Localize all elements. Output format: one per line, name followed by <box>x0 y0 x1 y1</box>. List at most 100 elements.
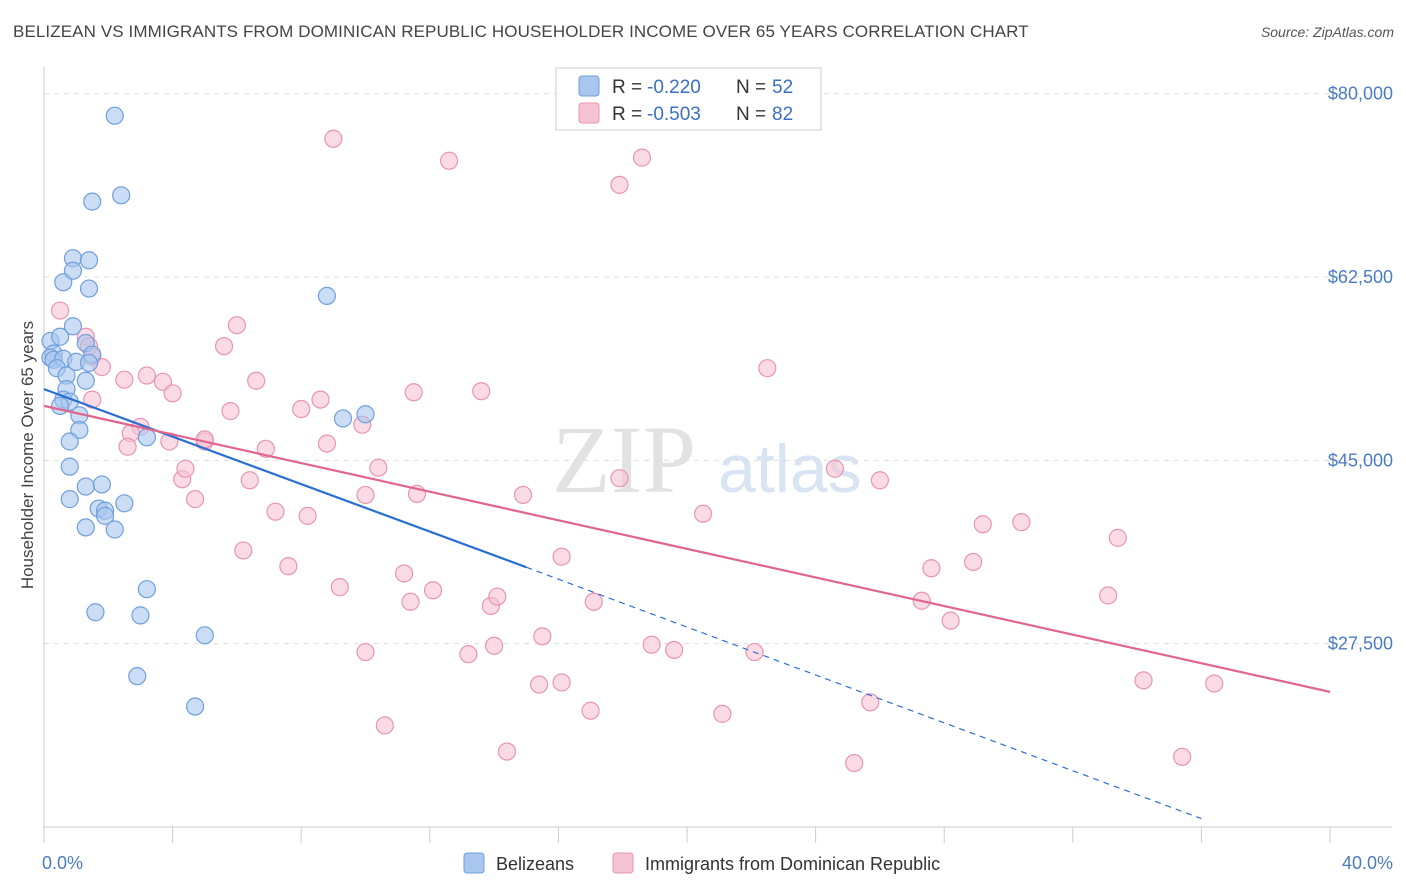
belizean-point <box>60 490 79 509</box>
belizean-point <box>76 477 95 496</box>
belizean-point <box>50 327 70 346</box>
dominican-point <box>247 371 266 390</box>
dominican-point <box>118 437 137 456</box>
dominican-point <box>693 504 713 523</box>
belizean-point <box>195 626 214 645</box>
dominican-point <box>581 701 600 720</box>
dominican-point <box>1108 528 1127 547</box>
belizean-point <box>60 457 79 476</box>
dominican-point <box>1099 586 1118 605</box>
dominican-point <box>404 383 423 402</box>
correlation-legend: R = -0.220 N = 52 R = -0.503 N = 82 <box>555 67 822 131</box>
dominican-point <box>941 611 960 630</box>
dominican-point <box>530 675 549 694</box>
dominican-point <box>713 704 732 723</box>
dominican-point <box>973 515 992 534</box>
legend-r-value-belizeans: -0.220 <box>647 77 701 98</box>
dominican-point <box>922 559 941 578</box>
belizean-point <box>115 494 134 513</box>
dominican-point <box>266 502 285 521</box>
x-tick-label-min: 0.0% <box>42 853 83 873</box>
dominican-point <box>221 402 240 421</box>
dominican-point <box>298 506 317 525</box>
bottom-legend-swatch-dominican <box>612 852 634 874</box>
y-tick-label: $45,000 <box>1328 450 1393 470</box>
dominican-point <box>610 469 629 488</box>
belizean-point <box>79 353 99 373</box>
dominican-point <box>369 458 388 477</box>
dominican-point <box>552 547 571 566</box>
dominican-point <box>472 382 491 401</box>
series-legend: Belizeans Immigrants from Dominican Repu… <box>463 852 940 874</box>
belizean-point <box>128 667 147 686</box>
belizean-point <box>60 432 79 451</box>
watermark-zip: ZIP <box>552 406 696 513</box>
dominican-point <box>1205 674 1224 693</box>
belizean-point <box>317 286 337 305</box>
belizean-point <box>105 106 124 125</box>
legend-r-label-belizeans: R = <box>612 77 642 98</box>
dominican-point <box>324 129 343 148</box>
dominican-point <box>825 459 844 478</box>
axes <box>43 66 1392 843</box>
belizean-point <box>76 518 95 537</box>
legend-n-label-dominican: N = <box>736 104 766 125</box>
dominican-point <box>394 564 414 583</box>
chart-title: BELIZEAN VS IMMIGRANTS FROM DOMINICAN RE… <box>13 22 1029 41</box>
belizean-point <box>86 603 105 622</box>
dominican-point <box>256 439 275 458</box>
y-tick-labels: $27,500 $45,000 $62,500 $80,000 <box>1328 84 1393 654</box>
belizean-trend-extension <box>526 566 1202 820</box>
y-tick-label: $27,500 <box>1328 634 1393 654</box>
belizean-trend-line <box>43 388 527 569</box>
dominican-point <box>758 359 777 378</box>
dominican-point <box>632 148 652 167</box>
dominican-point <box>845 753 864 773</box>
dominican-point <box>401 592 420 611</box>
legend-swatch-belizeans <box>578 75 600 97</box>
dominican-point <box>50 301 70 320</box>
y-tick-label: $80,000 <box>1328 84 1393 104</box>
dominican-point <box>870 471 890 490</box>
bottom-legend-label-belizeans: Belizeans <box>496 854 574 874</box>
dominican-point <box>163 384 182 403</box>
dominican-point <box>665 640 684 660</box>
dominican-point <box>552 673 571 692</box>
dominican-point <box>497 742 517 761</box>
dominican-point <box>459 645 478 664</box>
dominican-point <box>137 366 156 385</box>
x-tick-label-max: 40.0% <box>1342 853 1393 873</box>
dominican-point <box>610 175 629 194</box>
dominican-point <box>584 592 603 611</box>
dominican-point <box>176 459 195 478</box>
y-tick-label: $62,500 <box>1328 267 1393 287</box>
belizean-point <box>105 520 124 539</box>
dominican-point <box>356 642 375 662</box>
belizean-point <box>112 186 131 205</box>
dominican-point <box>292 399 311 419</box>
belizean-point <box>186 697 205 716</box>
dominican-point <box>1173 747 1192 766</box>
dominican-point <box>488 587 507 606</box>
dominican-point <box>279 557 298 576</box>
dominican-point <box>240 471 259 490</box>
dominican-point <box>227 316 246 335</box>
dominican-point <box>234 541 253 560</box>
belizean-point <box>63 317 83 336</box>
belizean-point <box>137 580 156 599</box>
dominican-point <box>186 490 205 509</box>
dominican-point <box>861 693 880 712</box>
dominican-trend-line <box>43 404 1331 693</box>
dominican-point <box>485 636 504 655</box>
dominican-point <box>375 716 394 735</box>
dominican-point <box>1134 671 1153 690</box>
dominican-point <box>317 434 337 453</box>
legend-r-value-dominican: -0.503 <box>647 104 701 125</box>
dominican-point <box>423 581 443 600</box>
dominican-point <box>311 390 330 409</box>
belizean-point <box>79 251 99 270</box>
dominican-point <box>330 578 349 597</box>
legend-swatch-dominican <box>578 102 600 124</box>
bottom-legend-label-dominican: Immigrants from Dominican Republic <box>645 854 940 874</box>
